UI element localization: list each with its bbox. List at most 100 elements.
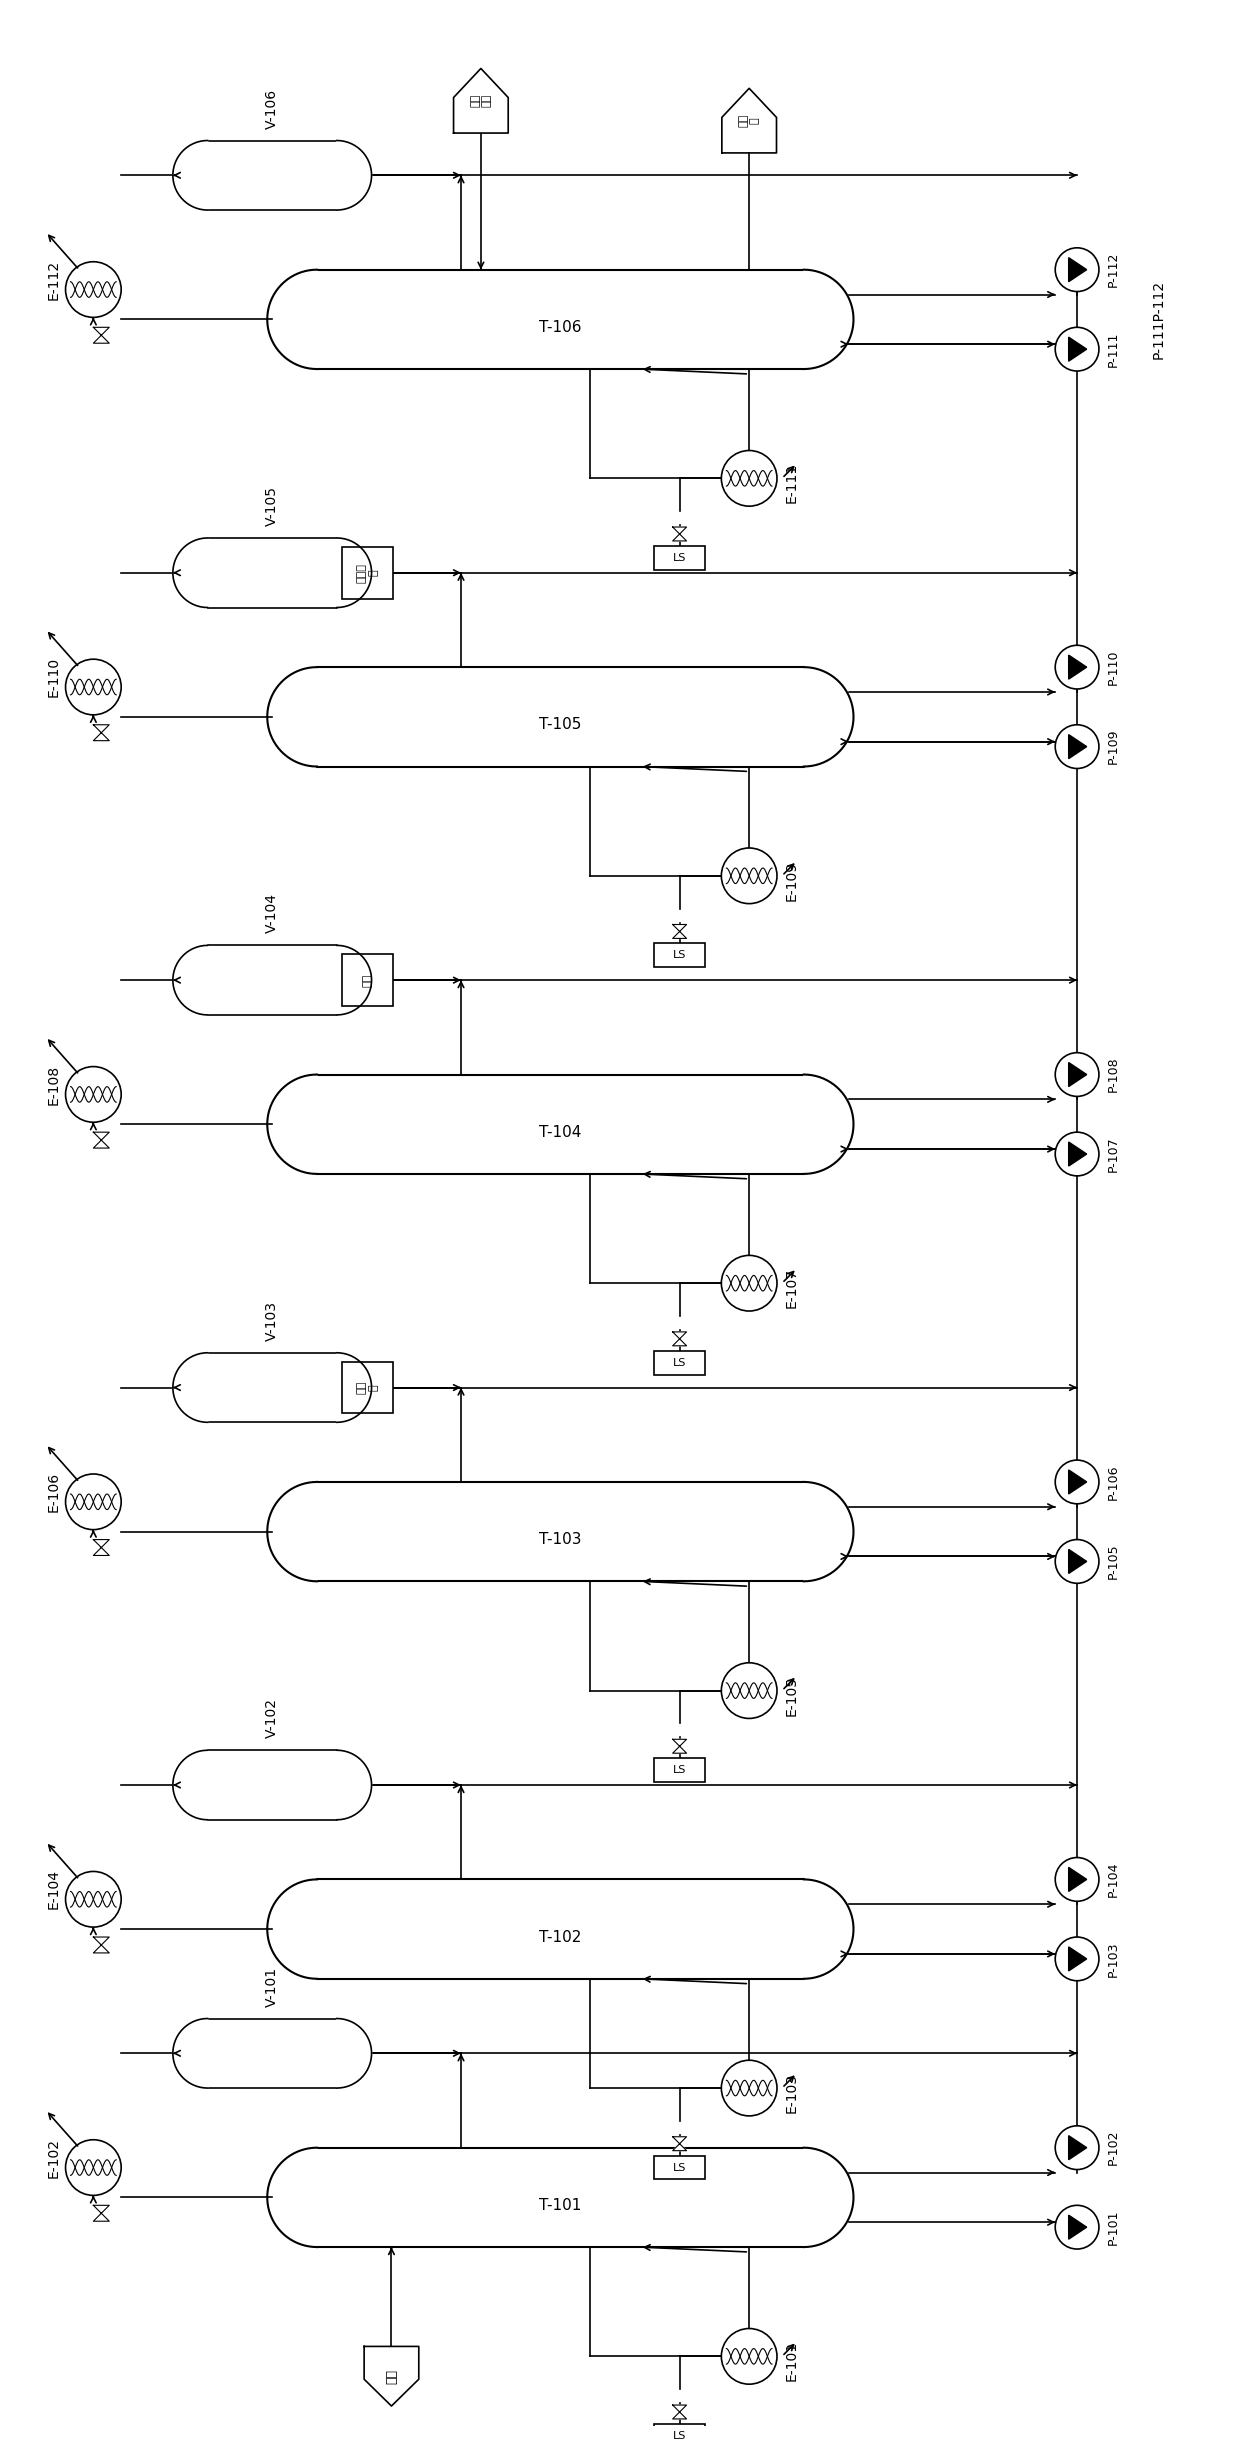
Polygon shape xyxy=(1069,1867,1086,1891)
Circle shape xyxy=(722,2328,777,2384)
Polygon shape xyxy=(207,142,337,210)
Polygon shape xyxy=(317,271,804,368)
Text: P-106: P-106 xyxy=(1107,1464,1120,1501)
Circle shape xyxy=(722,1257,777,1310)
Polygon shape xyxy=(93,725,109,742)
Text: V-102: V-102 xyxy=(265,1698,279,1737)
Polygon shape xyxy=(672,1740,687,1754)
Bar xyxy=(653,1352,706,1374)
Circle shape xyxy=(722,849,777,903)
Circle shape xyxy=(66,1066,122,1122)
Polygon shape xyxy=(1069,1549,1086,1574)
Polygon shape xyxy=(1069,2216,1086,2240)
Polygon shape xyxy=(337,142,372,210)
Circle shape xyxy=(66,1871,122,1928)
Polygon shape xyxy=(337,1352,372,1423)
Polygon shape xyxy=(1069,259,1086,281)
Polygon shape xyxy=(207,2018,337,2089)
Bar xyxy=(342,954,393,1005)
Text: E-112: E-112 xyxy=(47,259,61,300)
Circle shape xyxy=(1055,249,1099,290)
Polygon shape xyxy=(268,1074,317,1174)
Text: V-106: V-106 xyxy=(265,88,279,129)
Text: 一脱
脂剂: 一脱 脂剂 xyxy=(470,95,492,107)
Circle shape xyxy=(1055,1459,1099,1503)
Text: P-111P-112: P-111P-112 xyxy=(1152,281,1166,359)
Polygon shape xyxy=(337,537,372,608)
Polygon shape xyxy=(207,1749,337,1820)
Polygon shape xyxy=(268,1481,317,1581)
Bar xyxy=(653,2423,706,2440)
Text: V-101: V-101 xyxy=(265,1967,279,2006)
Bar xyxy=(653,1759,706,1781)
Polygon shape xyxy=(672,2406,687,2418)
Text: LS: LS xyxy=(673,949,686,961)
Text: T-102: T-102 xyxy=(539,1930,582,1945)
Polygon shape xyxy=(268,2147,317,2247)
Text: P-104: P-104 xyxy=(1107,1862,1120,1898)
Circle shape xyxy=(1055,1857,1099,1901)
Text: E-104: E-104 xyxy=(47,1869,61,1911)
Text: E-103: E-103 xyxy=(785,2074,799,2113)
Polygon shape xyxy=(317,2147,804,2247)
Text: LS: LS xyxy=(673,554,686,564)
Text: P-105: P-105 xyxy=(1107,1545,1120,1579)
Polygon shape xyxy=(672,2137,687,2150)
Polygon shape xyxy=(172,1352,207,1423)
Polygon shape xyxy=(1069,2135,1086,2159)
Polygon shape xyxy=(93,1132,109,1149)
Circle shape xyxy=(1055,725,1099,769)
Polygon shape xyxy=(804,2147,853,2247)
Polygon shape xyxy=(268,271,317,368)
Polygon shape xyxy=(1069,734,1086,759)
Polygon shape xyxy=(804,1879,853,1979)
Polygon shape xyxy=(317,1074,804,1174)
Polygon shape xyxy=(207,537,337,608)
Text: 化工轻
油: 化工轻 油 xyxy=(357,564,378,583)
Polygon shape xyxy=(93,327,109,344)
Polygon shape xyxy=(317,1481,804,1581)
Text: E-111: E-111 xyxy=(785,464,799,503)
Circle shape xyxy=(1055,2206,1099,2250)
Polygon shape xyxy=(172,537,207,608)
Text: T-101: T-101 xyxy=(539,2198,582,2213)
Text: P-107: P-107 xyxy=(1107,1137,1120,1171)
Polygon shape xyxy=(804,666,853,766)
Polygon shape xyxy=(1069,1061,1086,1086)
Polygon shape xyxy=(1069,337,1086,361)
Polygon shape xyxy=(337,1749,372,1820)
Text: LS: LS xyxy=(673,2162,686,2172)
Polygon shape xyxy=(172,142,207,210)
Circle shape xyxy=(1055,327,1099,371)
Polygon shape xyxy=(337,944,372,1015)
Text: E-105: E-105 xyxy=(785,1676,799,1715)
Polygon shape xyxy=(454,68,508,134)
Circle shape xyxy=(1055,1052,1099,1096)
Bar xyxy=(342,1362,393,1413)
Text: E-101: E-101 xyxy=(785,2342,799,2381)
Circle shape xyxy=(66,261,122,317)
Polygon shape xyxy=(365,2347,419,2406)
Text: P-103: P-103 xyxy=(1107,1942,1120,1976)
Text: E-108: E-108 xyxy=(47,1064,61,1105)
Text: V-104: V-104 xyxy=(265,893,279,935)
Text: E-107: E-107 xyxy=(785,1269,799,1308)
Text: P-112: P-112 xyxy=(1107,251,1120,288)
Polygon shape xyxy=(93,1937,109,1952)
Polygon shape xyxy=(672,527,687,542)
Text: E-109: E-109 xyxy=(785,861,799,900)
Polygon shape xyxy=(172,2018,207,2089)
Polygon shape xyxy=(1069,1469,1086,1493)
Polygon shape xyxy=(804,1074,853,1174)
Text: 环己
酮: 环己 酮 xyxy=(357,1381,378,1393)
Bar xyxy=(653,2155,706,2179)
Text: LS: LS xyxy=(673,1357,686,1369)
Circle shape xyxy=(66,1474,122,1530)
Text: V-105: V-105 xyxy=(265,486,279,527)
Circle shape xyxy=(1055,644,1099,688)
Polygon shape xyxy=(672,925,687,939)
Text: LS: LS xyxy=(673,1764,686,1774)
Circle shape xyxy=(1055,1937,1099,1981)
Polygon shape xyxy=(1069,1947,1086,1972)
Polygon shape xyxy=(268,666,317,766)
